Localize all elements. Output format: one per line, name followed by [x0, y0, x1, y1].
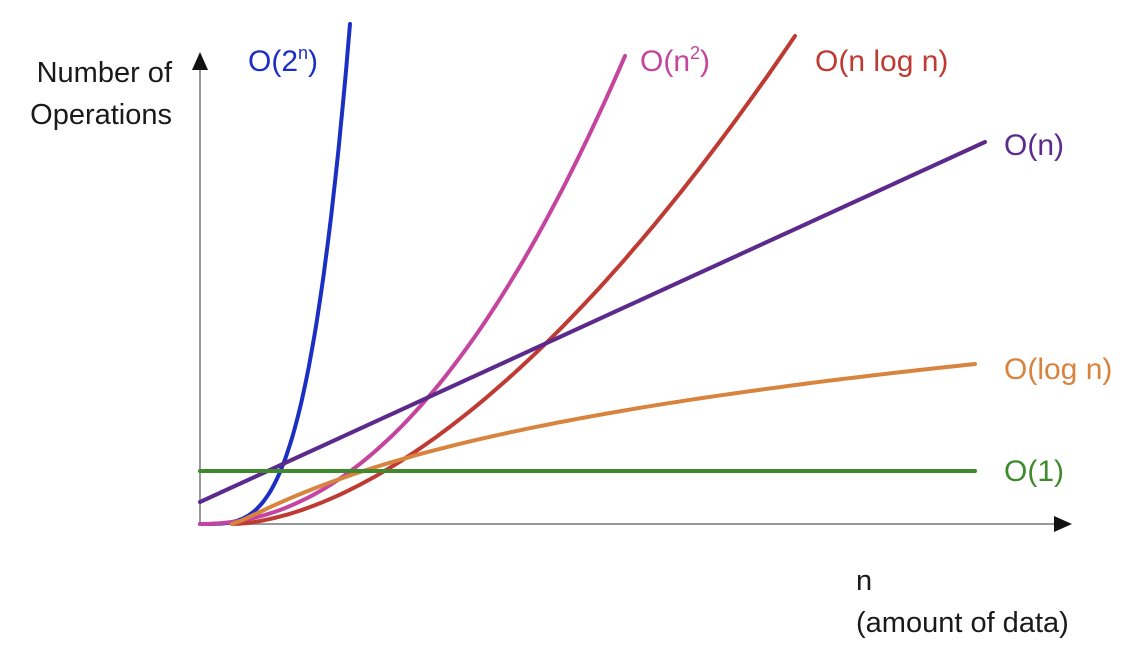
x-axis-label-line-2: (amount of data) [856, 607, 1069, 639]
y-axis-arrow [192, 52, 208, 70]
series-line-3 [198, 140, 987, 504]
series-line-2 [230, 34, 797, 526]
series-line-4 [230, 362, 977, 526]
series-label-base: O(2 [248, 45, 299, 78]
series-label-superscript: 2 [690, 43, 701, 63]
series-label-base: O(n [640, 45, 691, 78]
series-layer [198, 22, 987, 526]
series-label-4: O(log n) [1004, 352, 1112, 388]
series-label-base: O(log n) [1004, 353, 1113, 386]
series-label-0: O(2n) [248, 44, 318, 80]
series-label-tail: ) [700, 45, 711, 78]
series-label-tail: ) [308, 45, 319, 78]
series-label-5: O(1) [1004, 454, 1064, 490]
series-label-2: O(n log n) [815, 44, 948, 80]
x-axis-label-line-1: n [856, 565, 873, 597]
y-axis-label-line-2: Operations [30, 99, 172, 131]
series-label-1: O(n2) [640, 44, 710, 80]
series-label-superscript: n [298, 43, 309, 63]
series-label-base: O(1) [1004, 455, 1064, 488]
y-axis-label-line-1: Number of [36, 57, 172, 89]
x-axis-arrow [1054, 516, 1072, 532]
series-label-base: O(n log n) [815, 45, 949, 78]
series-line-1 [198, 54, 627, 526]
series-line-0 [198, 22, 352, 526]
x-axis-label: n (amount of data) [856, 560, 1116, 644]
series-label-base: O(n) [1004, 129, 1064, 162]
series-label-3: O(n) [1004, 128, 1064, 164]
y-axis-label: Number of Operations [18, 52, 172, 136]
